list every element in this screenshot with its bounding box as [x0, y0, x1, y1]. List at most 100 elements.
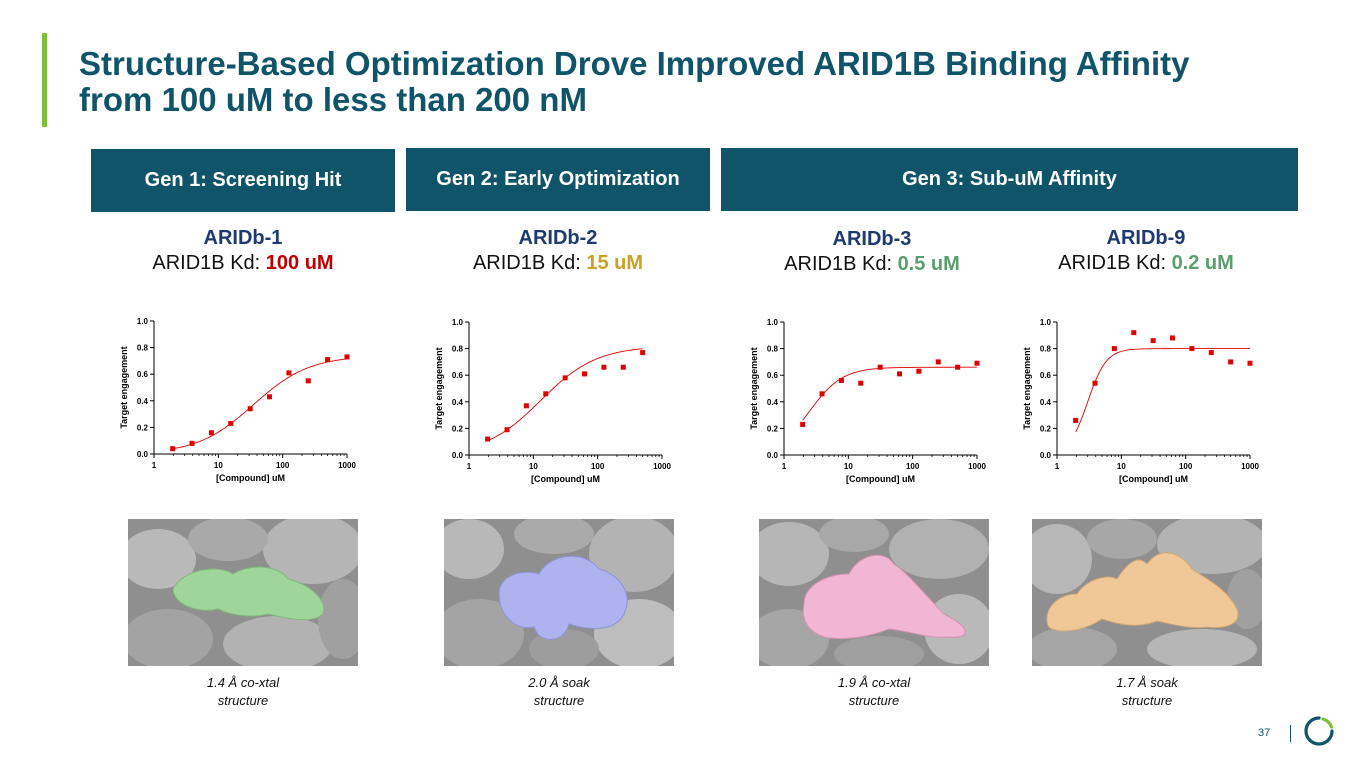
y-tick-label: 0.6 [767, 371, 779, 380]
y-tick-label: 0.6 [1040, 371, 1052, 380]
data-point [1247, 360, 1253, 366]
x-tick-label: 1000 [338, 461, 356, 470]
data-point [1208, 350, 1214, 356]
data-point [955, 364, 961, 370]
crystal-structure-image-3 [759, 519, 989, 666]
data-point [305, 378, 311, 384]
y-tick-label: 0.4 [452, 398, 464, 407]
caption-line-2: structure [533, 693, 585, 708]
y-tick-label: 1.0 [1040, 318, 1052, 327]
data-point [1228, 359, 1234, 365]
x-tick-label: 1000 [968, 462, 986, 471]
data-point [504, 427, 510, 433]
data-point [325, 357, 331, 363]
caption-line-2: structure [1121, 693, 1173, 708]
footer-divider [1290, 725, 1291, 742]
caption-line-2: structure [848, 693, 900, 708]
kd-value: 100 uM [265, 252, 334, 274]
y-axis-label: Target engagement [434, 347, 444, 429]
data-point [640, 350, 646, 356]
data-point [523, 403, 529, 409]
y-tick-label: 0.8 [137, 344, 149, 353]
gen1-header: Gen 1: Screening Hit [91, 149, 395, 212]
gen2-header: Gen 2: Early Optimization [406, 148, 710, 211]
y-tick-label: 0.8 [1040, 345, 1052, 354]
data-point [935, 359, 941, 365]
fit-curve [1075, 348, 1250, 433]
x-tick-label: 1 [1055, 462, 1060, 471]
data-point [582, 371, 588, 377]
x-axis-label: [Compound] uM [1119, 474, 1188, 484]
ligand-surface [1046, 552, 1239, 632]
data-point [838, 378, 844, 384]
y-tick-label: 1.0 [137, 317, 149, 326]
x-axis-label: [Compound] uM [216, 473, 285, 483]
data-point [208, 430, 214, 436]
data-point [620, 364, 626, 370]
y-tick-label: 0.2 [767, 424, 779, 433]
y-axis-label: Target engagement [1022, 347, 1032, 429]
caption-line-2: structure [217, 693, 269, 708]
x-tick-label: 100 [1179, 462, 1193, 471]
kd-value: 0.2 uM [1171, 252, 1234, 274]
binding-chart-3: 0.0 0.2 0.4 0.6 0.8 1.0 1 10 100 1000 [Compound] u… [742, 313, 992, 493]
x-tick-label: 10 [844, 462, 853, 471]
kd-prefix: ARID1B Kd: [472, 252, 587, 274]
data-point [189, 440, 195, 446]
data-point [1131, 330, 1137, 336]
y-tick-label: 0.2 [1040, 424, 1052, 433]
data-point [543, 391, 549, 397]
y-tick-label: 0.8 [767, 345, 779, 354]
title-accent-bar [42, 33, 47, 127]
page-title: Structure-Based Optimization Drove Impro… [79, 46, 1279, 118]
x-tick-label: 1 [782, 462, 787, 471]
x-tick-label: 100 [591, 462, 605, 471]
crystal-structure-image-4 [1032, 519, 1262, 666]
chart-svg: 0.0 0.2 0.4 0.6 0.8 1.0 1 10 100 1000 [Compound] u… [119, 317, 356, 483]
structure-caption-3: 1.9 Å co-xtal structure [759, 674, 989, 710]
x-axis-label: [Compound] uM [531, 474, 600, 484]
data-point [267, 394, 273, 400]
y-tick-label: 0.6 [452, 371, 464, 380]
ligand-surface [172, 566, 325, 621]
gen3-header: Gen 3: Sub-uM Affinity [721, 148, 1298, 211]
y-tick-label: 0.4 [1040, 398, 1052, 407]
kd-prefix: ARID1B Kd: [1058, 252, 1172, 274]
data-point [1073, 417, 1079, 423]
compound-name: ARIDb-3 [832, 228, 912, 250]
ligand-surface [498, 555, 628, 640]
compound-kd: ARID1B Kd: 15 uM [408, 250, 708, 276]
data-point [228, 420, 234, 426]
data-point [562, 375, 568, 381]
fit-curve [487, 348, 643, 442]
x-tick-label: 10 [529, 462, 538, 471]
caption-line-1: 1.4 Å co-xtal [206, 675, 280, 690]
x-tick-label: 1000 [1241, 462, 1259, 471]
structure-caption-2: 2.0 Å soak structure [444, 674, 674, 710]
data-point [601, 364, 607, 370]
data-point [485, 436, 491, 442]
data-point [247, 406, 253, 412]
data-point [877, 364, 883, 370]
x-tick-label: 100 [276, 461, 290, 470]
title-line-2: from 100 uM to less than 200 nM [79, 81, 587, 118]
y-tick-label: 0.2 [137, 423, 149, 432]
x-tick-label: 10 [214, 461, 223, 470]
kd-prefix: ARID1B Kd: [152, 252, 266, 274]
data-point [1170, 335, 1176, 341]
y-tick-label: 1.0 [452, 318, 464, 327]
y-tick-label: 0.4 [137, 397, 149, 406]
data-point [1111, 346, 1117, 352]
compound-name: ARIDb-9 [1106, 227, 1186, 249]
y-tick-label: 0.8 [452, 345, 464, 354]
y-axis-label: Target engagement [749, 347, 759, 429]
y-tick-label: 0.0 [767, 451, 779, 460]
x-tick-label: 10 [1117, 462, 1126, 471]
x-tick-label: 100 [906, 462, 920, 471]
binding-chart-2: 0.0 0.2 0.4 0.6 0.8 1.0 1 10 100 1000 [Compound] u… [427, 313, 677, 493]
compound-kd: ARID1B Kd: 0.2 uM [996, 250, 1296, 276]
company-logo-icon [1303, 715, 1335, 752]
compound-kd: ARID1B Kd: 100 uM [93, 250, 393, 276]
compound-block-4: ARIDb-9 ARID1B Kd: 0.2 uM [996, 226, 1296, 276]
data-point [1092, 380, 1098, 386]
